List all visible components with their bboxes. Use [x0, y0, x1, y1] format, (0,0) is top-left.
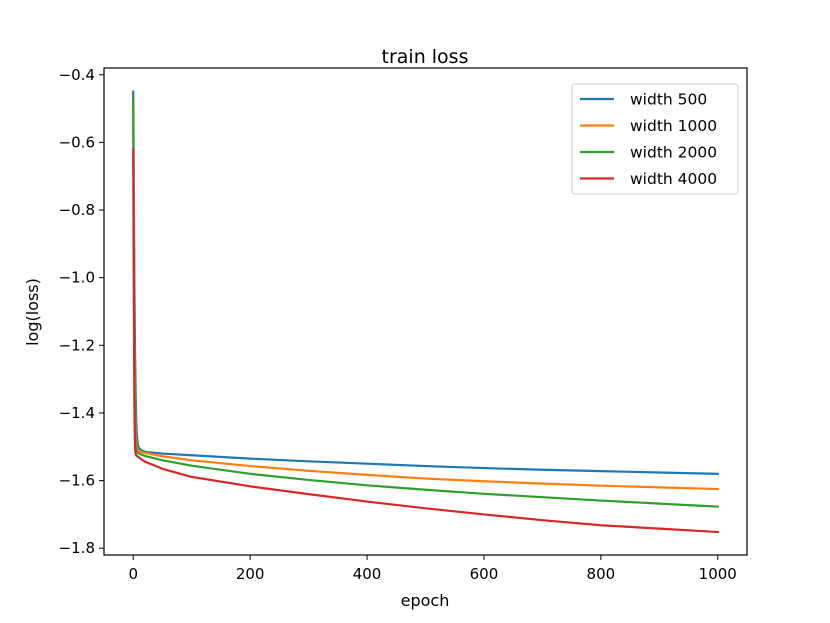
- y-tick-label: −1.0: [59, 269, 95, 287]
- series-lines: [132, 90, 719, 534]
- x-tick-label: 0: [128, 565, 138, 583]
- y-tick-label: −0.4: [59, 66, 95, 84]
- legend-label: width 4000: [630, 170, 717, 188]
- legend-label: width 2000: [630, 144, 717, 162]
- x-axis-label: epoch: [401, 591, 450, 610]
- y-tick-label: −0.6: [59, 133, 95, 151]
- y-axis-label: log(loss): [23, 278, 42, 346]
- x-axis-ticks: 0 200 400 600 800 1000: [128, 555, 737, 583]
- y-axis-ticks: −0.4 −0.6 −0.8 −1.0 −1.2 −1.4 −1.6 −1.8: [59, 66, 104, 557]
- x-tick-label: 600: [470, 565, 499, 583]
- chart-title: train loss: [382, 46, 469, 68]
- y-tick-label: −1.6: [59, 472, 95, 490]
- y-tick-label: −1.4: [59, 404, 95, 422]
- x-tick-label: 1000: [699, 565, 737, 583]
- x-tick-label: 800: [587, 565, 616, 583]
- x-tick-label: 200: [236, 565, 265, 583]
- x-tick-label: 400: [353, 565, 382, 583]
- plot-frame: [103, 67, 748, 556]
- legend-box: [571, 83, 739, 195]
- y-tick-label: −1.2: [59, 336, 95, 354]
- legend: width 500 width 1000 width 2000 width 4000: [571, 83, 739, 195]
- series-line-4: [132, 148, 719, 534]
- legend-label: width 500: [630, 91, 707, 109]
- legend-label: width 1000: [630, 117, 717, 135]
- y-tick-label: −1.8: [59, 539, 95, 557]
- y-tick-label: −0.8: [59, 201, 95, 219]
